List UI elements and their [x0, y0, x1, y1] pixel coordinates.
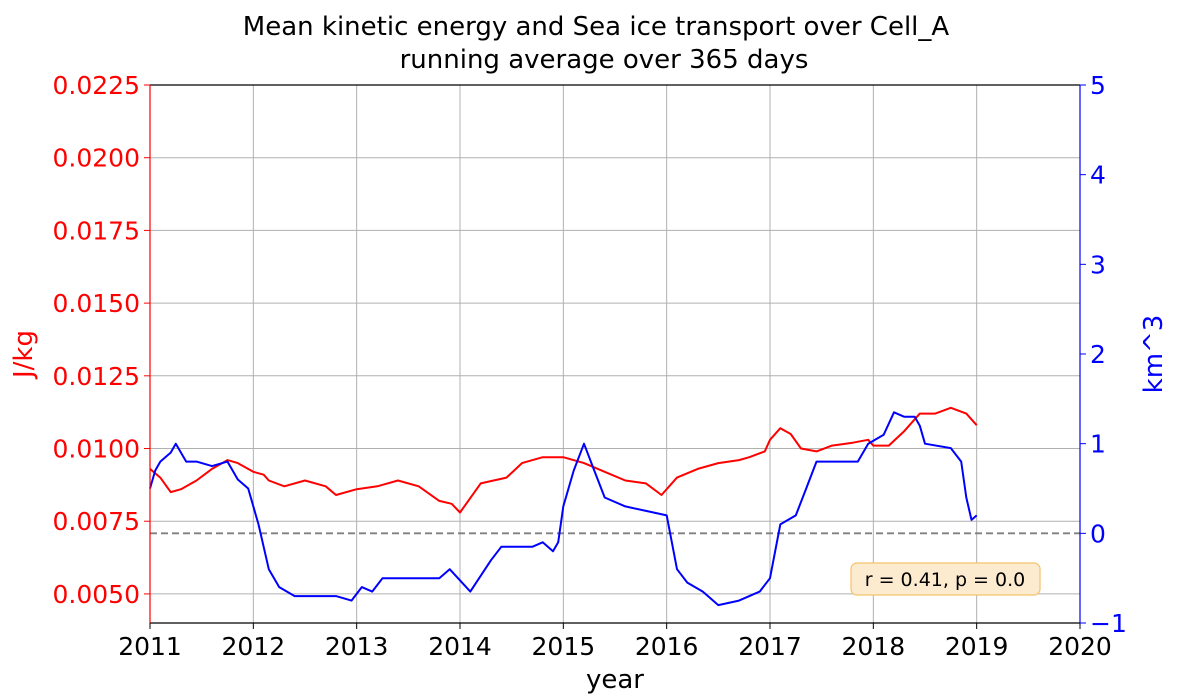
x-axis-ticks: 2011 2012 2013 2014 2015 2016 2017 2018 2019 2020 — [118, 623, 1112, 661]
left-tick-label: 0.0150 — [53, 289, 140, 318]
sea-ice-transport-line — [149, 411, 978, 607]
x-tick-label: 2014 — [428, 632, 492, 661]
left-y-axis-label: J/kg — [9, 330, 39, 380]
left-tick-label: 0.0225 — [53, 71, 140, 100]
x-tick-label: 2012 — [222, 632, 286, 661]
x-tick-label: 2013 — [325, 632, 389, 661]
chart-subtitle: running average over 365 days — [400, 45, 809, 75]
left-tick-label: 0.0100 — [53, 435, 140, 464]
x-tick-label: 2020 — [1048, 632, 1112, 661]
right-tick-label: 1 — [1090, 430, 1106, 459]
left-tick-label: 0.0050 — [53, 580, 140, 609]
chart-title: Mean kinetic energy and Sea ice transpor… — [243, 12, 950, 42]
x-tick-label: 2011 — [118, 632, 182, 661]
x-tick-label: 2016 — [635, 632, 699, 661]
left-y-axis-ticks: 0.0050 0.0075 0.0100 0.0125 0.0150 0.0175 0.02… — [53, 71, 150, 609]
x-axis-label: year — [586, 665, 644, 695]
x-tick-label: 2018 — [842, 632, 906, 661]
right-y-axis-label: km^3 — [1139, 315, 1169, 394]
right-tick-label: 0 — [1090, 519, 1106, 548]
correlation-annotation: r = 0.41, p = 0.0 — [850, 562, 1041, 596]
right-tick-label: −1 — [1090, 609, 1127, 638]
plot-frame — [149, 84, 1081, 624]
left-tick-label: 0.0200 — [53, 144, 140, 173]
right-tick-label: 3 — [1090, 250, 1106, 279]
grid-lines — [149, 84, 1081, 623]
series-lines — [149, 406, 978, 607]
left-tick-label: 0.0175 — [53, 216, 140, 245]
left-tick-label: 0.0125 — [53, 362, 140, 391]
right-tick-label: 4 — [1090, 161, 1106, 190]
x-tick-label: 2017 — [738, 632, 802, 661]
x-tick-label: 2019 — [945, 632, 1009, 661]
annotation-text: r = 0.41, p = 0.0 — [865, 569, 1025, 591]
right-y-axis-ticks: −1 0 1 2 3 4 5 — [1080, 71, 1127, 638]
kinetic-energy-line — [149, 406, 978, 514]
right-tick-label: 5 — [1090, 71, 1106, 100]
right-tick-label: 2 — [1090, 340, 1106, 369]
annotation-box — [850, 562, 1041, 596]
left-tick-label: 0.0075 — [53, 507, 140, 536]
x-tick-label: 2015 — [532, 632, 596, 661]
